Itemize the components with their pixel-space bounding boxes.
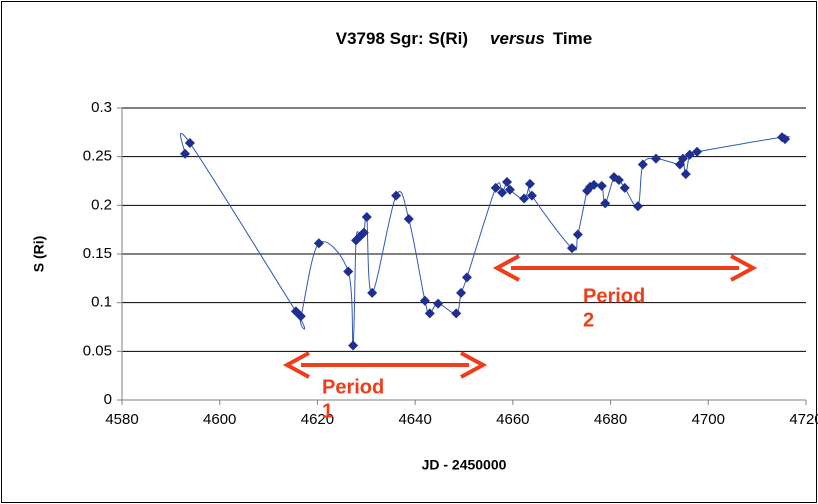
data-point — [588, 179, 599, 190]
data-point — [779, 134, 790, 145]
data-point — [572, 229, 583, 240]
arrow-head — [492, 254, 520, 282]
data-point — [524, 178, 535, 189]
x-tick-label: 4720 — [789, 411, 818, 428]
y-tick-label: 0.05 — [83, 342, 112, 359]
data-point — [180, 148, 191, 159]
arrow-head — [460, 351, 488, 379]
data-point — [419, 295, 430, 306]
x-axis-label: JD - 2450000 — [422, 457, 507, 473]
data-point — [619, 182, 630, 193]
data-point — [343, 266, 354, 277]
data-point — [632, 201, 643, 212]
annotation-text: Period — [583, 285, 645, 307]
annotation-text: 1 — [322, 400, 333, 422]
data-point — [637, 159, 648, 170]
x-tick-label: 4660 — [496, 411, 529, 428]
data-point — [358, 227, 369, 238]
y-tick-label: 0.1 — [91, 294, 112, 311]
x-tick-label: 4620 — [301, 411, 334, 428]
arrow-head — [282, 351, 310, 379]
data-point — [367, 287, 378, 298]
data-point — [692, 146, 703, 157]
x-tick-label: 4700 — [692, 411, 725, 428]
y-tick-label: 0.25 — [83, 148, 112, 165]
data-point — [519, 193, 530, 204]
data-point — [600, 198, 611, 209]
data-point — [504, 184, 515, 195]
x-tick-label: 4600 — [203, 411, 236, 428]
chart-title: V3798 Sgr: S(Ri) versus Time — [336, 29, 592, 48]
y-tick-label: 0.15 — [83, 245, 112, 262]
title-part: Time — [553, 29, 592, 48]
data-point — [501, 176, 512, 187]
data-point — [424, 308, 435, 319]
x-tick-label: 4640 — [398, 411, 431, 428]
data-point — [526, 190, 537, 201]
data-point — [433, 298, 444, 309]
title-part: V3798 Sgr: S(Ri) — [336, 29, 468, 48]
data-point — [566, 243, 577, 254]
x-tick-label: 4680 — [594, 411, 627, 428]
data-point — [403, 213, 414, 224]
annotation-text: Period — [322, 376, 384, 398]
data-point — [361, 212, 372, 223]
data-point — [313, 238, 324, 249]
x-tick-label: 4580 — [105, 411, 138, 428]
y-tick-label: 0.3 — [91, 99, 112, 116]
y-axis-label: S (Ri) — [31, 236, 47, 273]
data-point — [497, 187, 508, 198]
data-point — [184, 138, 195, 149]
arrow-head — [730, 254, 758, 282]
data-point — [391, 190, 402, 201]
data-point — [451, 308, 462, 319]
data-point — [680, 169, 691, 180]
data-point — [613, 175, 624, 186]
title-part: versus — [490, 29, 545, 48]
data-point — [490, 182, 501, 193]
data-point — [684, 149, 695, 160]
data-point — [461, 272, 472, 283]
data-point — [295, 311, 306, 322]
data-point — [348, 340, 359, 351]
data-point — [456, 287, 467, 298]
annotation-text: 2 — [583, 309, 594, 331]
data-point — [651, 153, 662, 164]
data-point — [596, 180, 607, 191]
y-tick-label: 0.2 — [91, 196, 112, 213]
y-tick-label: 0 — [104, 391, 112, 408]
data-point — [677, 153, 688, 164]
